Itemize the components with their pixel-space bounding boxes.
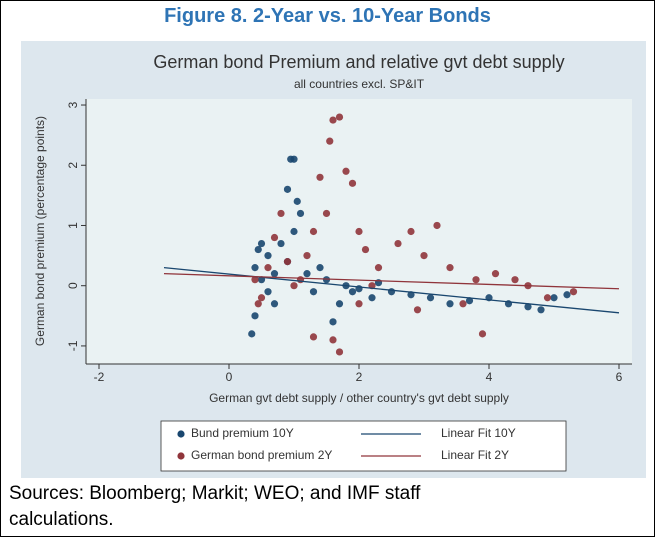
scatter-point <box>563 291 571 299</box>
y-tick-label: 3 <box>66 101 80 108</box>
y-tick-label: 0 <box>66 282 80 289</box>
scatter-point <box>329 116 337 124</box>
scatter-point <box>322 209 331 218</box>
scatter-point <box>254 300 262 308</box>
scatter-point <box>407 227 415 236</box>
scatter-point <box>537 306 545 314</box>
scatter-point <box>316 173 324 181</box>
scatter-point <box>309 227 318 236</box>
scatter-point <box>335 300 344 308</box>
legend-label: Linear Fit 10Y <box>441 426 516 440</box>
scatter-point <box>290 282 298 290</box>
legend-label: Linear Fit 2Y <box>441 448 509 462</box>
scatter-point <box>348 288 357 296</box>
scatter-point <box>309 288 318 296</box>
x-tick-label: 6 <box>616 370 623 384</box>
fit-line <box>163 273 620 290</box>
scatter-point <box>433 221 441 230</box>
scatter-point <box>296 276 305 284</box>
scatter-point <box>387 288 396 296</box>
x-tick-label: 4 <box>486 370 493 384</box>
legend-marker <box>177 430 185 438</box>
scatter-point <box>270 300 279 308</box>
scatter-point <box>426 294 435 302</box>
scatter-point <box>394 239 402 248</box>
legend-box <box>160 420 567 472</box>
scatter-point <box>348 179 357 187</box>
scatter-point <box>329 336 337 344</box>
scatter-point <box>296 209 305 218</box>
chart-title: German bond Premium and relative gvt deb… <box>153 52 564 72</box>
scatter-point <box>413 306 422 314</box>
scatter-point <box>277 209 285 218</box>
scatter-point <box>303 251 311 260</box>
x-tick-label: 0 <box>226 370 233 384</box>
scatter-point <box>264 288 272 296</box>
y-tick-label: -1 <box>66 340 80 351</box>
scatter-point <box>355 227 363 236</box>
scatter-point <box>459 300 467 308</box>
scatter-point <box>511 276 519 284</box>
scatter-point <box>326 137 334 145</box>
scatter-point <box>465 297 474 305</box>
scatter-point <box>524 303 532 311</box>
scatter-point <box>257 239 266 248</box>
scatter-point <box>420 251 428 260</box>
scatter-point <box>251 276 259 284</box>
scatter-point <box>293 197 301 205</box>
scatter-point <box>270 270 279 278</box>
scatter-point <box>264 251 272 260</box>
scatter-point <box>251 312 259 320</box>
scatter-point <box>290 227 298 236</box>
scatter-point <box>368 294 376 302</box>
scatter-point <box>283 185 292 193</box>
scatter-point <box>270 233 279 242</box>
scatter-point <box>254 245 262 254</box>
scatter-point <box>335 348 344 356</box>
x-axis-label: German gvt debt supply / other country's… <box>209 391 509 405</box>
scatter-point <box>283 258 292 266</box>
figure-title: Figure 8. 2-Year vs. 10-Year Bonds <box>164 5 491 27</box>
scatter-point <box>248 330 256 338</box>
y-tick-label: 2 <box>66 162 80 169</box>
scatter-point <box>329 318 337 326</box>
scatter-point <box>257 294 266 302</box>
scatter-point <box>361 245 370 254</box>
scatter-point <box>543 294 552 302</box>
scatter-point <box>478 330 487 338</box>
scatter-point <box>316 264 324 272</box>
scatter-point <box>472 276 480 284</box>
scatter-point <box>550 294 558 302</box>
scatter-point <box>251 264 259 272</box>
scatter-point <box>355 300 363 308</box>
scatter-point <box>446 264 454 272</box>
scatter-point <box>303 270 311 278</box>
y-axis-label: German bond premium (percentage points) <box>33 116 47 346</box>
scatter-point <box>374 264 383 272</box>
scatter-point <box>290 155 298 163</box>
y-tick-label: 1 <box>66 222 80 229</box>
scatter-point <box>491 270 500 278</box>
x-tick-label: 2 <box>356 370 363 384</box>
scatter-point <box>569 288 578 296</box>
legend-label: German bond premium 2Y <box>191 448 332 462</box>
fit-line <box>163 266 620 314</box>
scatter-point <box>335 113 344 121</box>
source-note: Sources: Bloomberg; Markit; WEO; and IMF… <box>9 483 421 530</box>
scatter-point <box>264 264 272 272</box>
scatter-point <box>342 167 350 175</box>
scatter-point <box>309 333 318 341</box>
scatter-point <box>446 300 454 308</box>
x-tick-label: -2 <box>94 370 105 384</box>
chart-subtitle: all countries excl. SP&IT <box>294 77 425 91</box>
legend-label: Bund premium 10Y <box>191 426 294 440</box>
legend-marker <box>177 452 185 460</box>
scatter-point <box>277 239 285 248</box>
